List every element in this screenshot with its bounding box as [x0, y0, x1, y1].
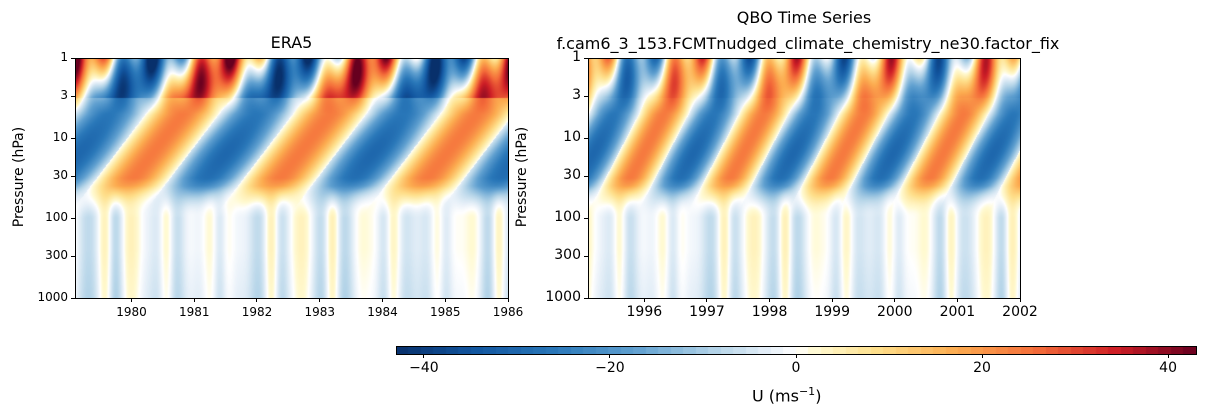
panel-era5-xtick-1983 — [319, 298, 321, 302]
colorbar-label-close: ) — [815, 386, 822, 406]
panel-era5-ytick-300 — [71, 255, 75, 257]
panel-model-ytick-label: 3 — [572, 87, 581, 104]
panel-era5-ytick-10 — [71, 137, 75, 139]
panel-era5-ytick-label: 300 — [45, 248, 68, 263]
panel-model-ytick-label: 10 — [563, 129, 581, 145]
colorbar-tick-label: −20 — [595, 360, 625, 376]
panel-model-xtick-1997 — [706, 298, 708, 302]
panel-era5-xtick-label: 1980 — [116, 305, 147, 319]
colorbar-tick-label: 20 — [973, 360, 991, 376]
panel-era5-ytick-label: 1000 — [37, 290, 68, 304]
panel-era5-ytick-30 — [71, 175, 75, 177]
panel-model-ytick-30 — [584, 175, 588, 177]
colorbar-tick-20 — [981, 354, 983, 358]
panel-era5-ytick-label: 100 — [45, 210, 68, 224]
panel-model-xtick-label: 1997 — [689, 304, 725, 320]
panel-model-title: f.cam6_3_153.FCMTnudged_climate_chemistr… — [556, 34, 1060, 53]
panel-era5-xtick-label: 1984 — [367, 305, 398, 319]
panel-model-heatmap — [588, 58, 1020, 298]
colorbar-tick-40 — [1167, 354, 1169, 358]
colorbar-tick-label: 0 — [791, 360, 801, 376]
panel-model-xtick-2000 — [894, 298, 896, 302]
panel-model-ytick-300 — [584, 255, 588, 257]
panel-era5-ytick-label: 3 — [60, 88, 68, 103]
panel-model-xtick-label: 2000 — [876, 304, 913, 320]
panel-era5-title: ERA5 — [270, 33, 313, 52]
panel-model-xtick-1996 — [643, 298, 645, 302]
panel-era5-xtick-1985 — [444, 298, 446, 302]
panel-era5-xtick-label: 1981 — [178, 305, 210, 319]
panel-era5-xtick-1981 — [193, 298, 195, 302]
panel-era5-xtick-label: 1982 — [241, 305, 273, 319]
panel-model-ytick-label: 30 — [563, 167, 581, 184]
panel-model-xtick-1999 — [831, 298, 833, 302]
figure-suptitle: QBO Time Series — [736, 8, 872, 27]
panel-era5-ytick-100 — [71, 217, 75, 219]
panel-era5-ytick-1000 — [71, 297, 75, 299]
panel-model-ytick-100 — [584, 217, 588, 219]
colorbar-tick-0 — [795, 354, 797, 358]
panel-model-ytick-1000 — [584, 297, 588, 299]
panel-model-xtick-2002 — [1019, 298, 1021, 302]
panel-era5-xtick-label: 1986 — [492, 305, 524, 319]
panel-model-xtick-2001 — [956, 298, 958, 302]
panel-era5-xtick-label: 1985 — [429, 305, 461, 319]
panel-era5-ytick-3 — [71, 95, 75, 97]
panel-model-ytick-label: 300 — [554, 247, 581, 264]
colorbar-tick--40 — [423, 354, 425, 358]
panel-model-xtick-1998 — [769, 298, 771, 302]
panel-model-xtick-label: 1999 — [814, 304, 850, 320]
panel-model-ytick-label: 1 — [572, 49, 581, 65]
panel-era5-xtick-label: 1983 — [304, 305, 335, 319]
colorbar-label-text: U (ms — [752, 386, 799, 406]
panel-era5-ytick-1 — [71, 57, 75, 59]
panel-era5-xtick-1986 — [507, 298, 509, 302]
colorbar-tick-label: 40 — [1159, 360, 1177, 376]
panel-era5-ytick-label: 1 — [60, 50, 68, 64]
colorbar-frame — [396, 346, 1197, 355]
colorbar-gradient — [396, 346, 1196, 354]
colorbar-label-exponent: −1 — [798, 385, 816, 398]
colorbar-tick-label: −40 — [409, 360, 439, 376]
colorbar-label: U (ms−1) — [752, 385, 821, 405]
panel-model-xtick-label: 2001 — [939, 304, 976, 320]
panel-model-ytick-1 — [584, 57, 588, 59]
panel-era5-xtick-1984 — [381, 298, 383, 302]
panel-era5-ytick-label: 30 — [52, 168, 68, 183]
panel-era5-xtick-1982 — [256, 298, 258, 302]
colorbar-tick--20 — [609, 354, 611, 358]
panel-model-xtick-label: 1998 — [751, 304, 788, 320]
panel-model-ytick-label: 1000 — [545, 289, 581, 305]
panel-era5-ytick-label: 10 — [52, 130, 68, 144]
panel-model-ytick-3 — [584, 95, 588, 97]
panel-model-xtick-label: 1996 — [626, 304, 663, 320]
panel-era5-heatmap — [75, 58, 508, 298]
panel-model-xtick-label: 2002 — [1002, 304, 1038, 320]
panel-model-ylabel: Pressure (hPa) — [514, 126, 530, 228]
panel-era5-xtick-1980 — [130, 298, 132, 302]
panel-model-ytick-label: 100 — [554, 209, 581, 225]
panel-model-ytick-10 — [584, 137, 588, 139]
